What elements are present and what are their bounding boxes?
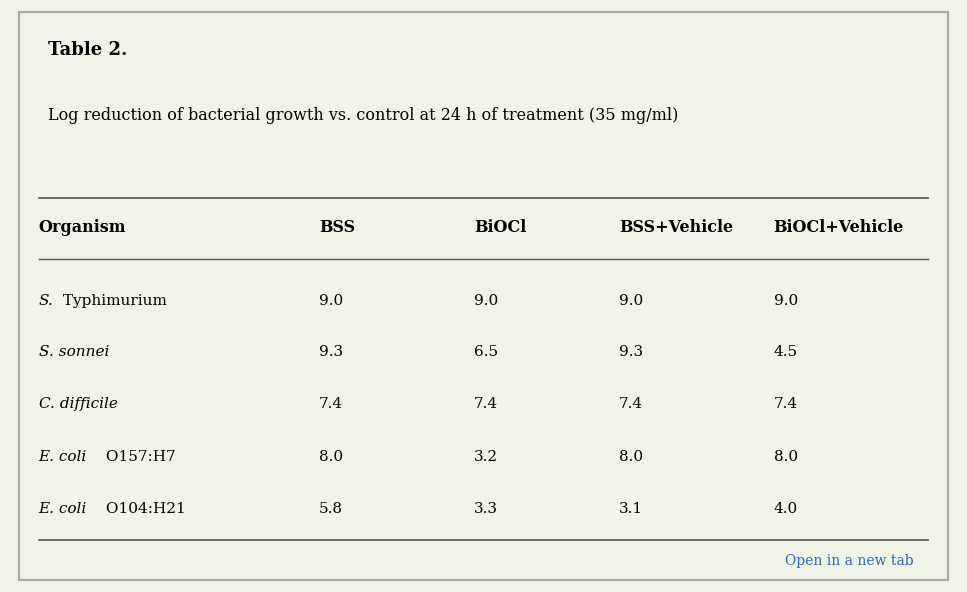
Text: Open in a new tab: Open in a new tab — [785, 554, 914, 568]
Text: 3.1: 3.1 — [619, 502, 643, 516]
Text: Table 2.: Table 2. — [48, 41, 128, 59]
Text: 3.2: 3.2 — [474, 450, 498, 464]
Text: 8.0: 8.0 — [774, 450, 798, 464]
Text: 7.4: 7.4 — [774, 397, 798, 411]
Text: 5.8: 5.8 — [319, 502, 343, 516]
Text: Log reduction of bacterial growth vs. control at 24 h of treatment (35 mg/ml): Log reduction of bacterial growth vs. co… — [48, 107, 679, 124]
Text: Typhimurium: Typhimurium — [58, 294, 166, 308]
Text: 8.0: 8.0 — [319, 450, 343, 464]
Text: O157:H7: O157:H7 — [101, 450, 176, 464]
Text: C. difficile: C. difficile — [39, 397, 118, 411]
Text: 4.5: 4.5 — [774, 345, 798, 359]
Text: 7.4: 7.4 — [474, 397, 498, 411]
Text: 3.3: 3.3 — [474, 502, 498, 516]
Text: S.: S. — [39, 294, 53, 308]
Text: BSS: BSS — [319, 220, 355, 236]
Text: 9.0: 9.0 — [474, 294, 498, 308]
Text: 9.0: 9.0 — [319, 294, 343, 308]
Text: 7.4: 7.4 — [619, 397, 643, 411]
Text: O104:H21: O104:H21 — [101, 502, 186, 516]
FancyBboxPatch shape — [19, 12, 948, 580]
Text: BiOCl+Vehicle: BiOCl+Vehicle — [774, 220, 904, 236]
Text: 4.0: 4.0 — [774, 502, 798, 516]
Text: S. sonnei: S. sonnei — [39, 345, 109, 359]
Text: 8.0: 8.0 — [619, 450, 643, 464]
Text: 7.4: 7.4 — [319, 397, 343, 411]
Text: 9.0: 9.0 — [774, 294, 798, 308]
Text: Organism: Organism — [39, 220, 126, 236]
Text: 9.0: 9.0 — [619, 294, 643, 308]
Text: 9.3: 9.3 — [319, 345, 343, 359]
Text: BiOCl: BiOCl — [474, 220, 526, 236]
Text: 6.5: 6.5 — [474, 345, 498, 359]
Text: E. coli: E. coli — [39, 502, 87, 516]
Text: E. coli: E. coli — [39, 450, 87, 464]
Text: BSS+Vehicle: BSS+Vehicle — [619, 220, 733, 236]
Text: 9.3: 9.3 — [619, 345, 643, 359]
